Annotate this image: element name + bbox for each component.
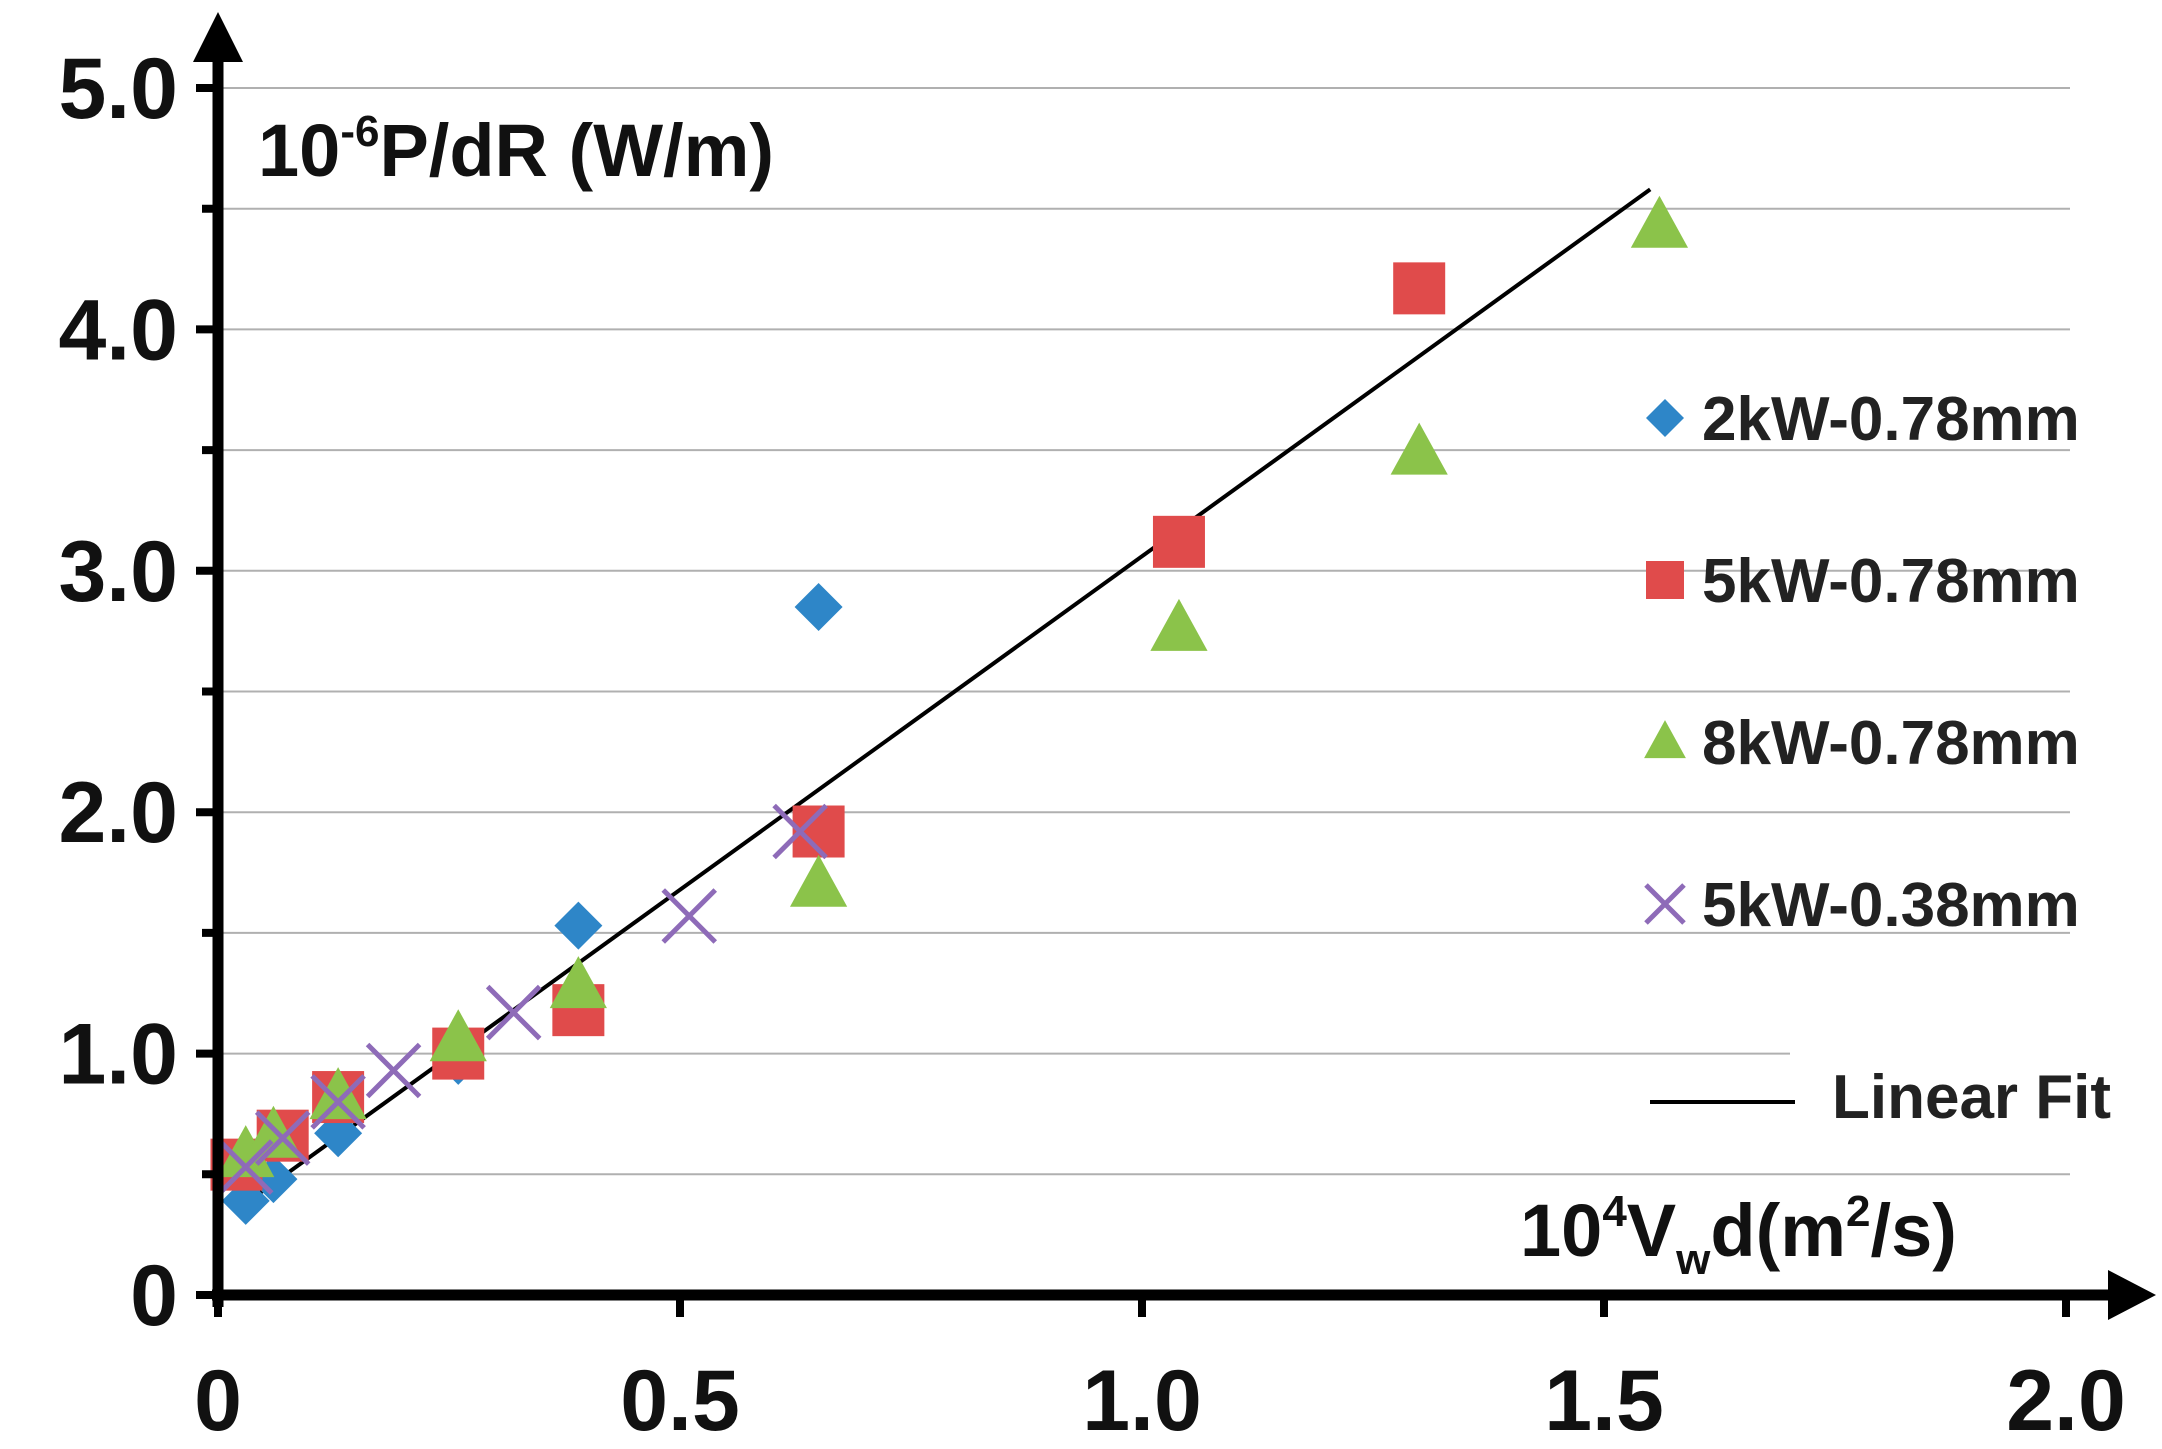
x-tick-label: 0 <box>194 1353 242 1449</box>
data-point-square <box>1152 515 1205 568</box>
gridlines <box>218 87 2070 1176</box>
data-point-x <box>661 888 718 944</box>
y-tick-label: 3.0 <box>58 524 178 620</box>
legend-label: 8kW-0.78mm <box>1702 709 2080 778</box>
data-point-x <box>310 1074 366 1130</box>
data-point-square <box>1646 561 1684 599</box>
data-markers <box>210 195 1689 1225</box>
x-tick-label: 0.5 <box>620 1353 740 1449</box>
legend-label: Linear Fit <box>1832 1063 2111 1132</box>
data-point-x <box>217 1139 274 1195</box>
y-tick-label: 1.0 <box>58 1007 178 1103</box>
data-point-triangle <box>1150 598 1208 651</box>
data-point-x <box>254 1110 311 1166</box>
y-tick-label: 2.0 <box>58 765 178 861</box>
x-tick-label: 1.5 <box>1544 1353 1664 1449</box>
tick-labels: 0 1.0 2.0 3.0 4.0 5.0 0 0.5 1.0 1.5 2.0 <box>58 41 2125 1449</box>
data-point-x <box>772 803 828 860</box>
data-point-triangle <box>1644 720 1686 759</box>
data-point-triangle <box>1390 422 1448 475</box>
data-point-square <box>1393 262 1446 315</box>
data-point-diamond <box>1646 399 1684 437</box>
data-point-triangle <box>309 1067 367 1120</box>
data-point-diamond <box>554 901 603 950</box>
y-tick-label: 5.0 <box>58 41 178 137</box>
data-point-x <box>485 984 542 1041</box>
legend: 2kW-0.78mm 5kW-0.78mm 8kW-0.78mm 5kW-0.38mm… <box>1644 385 2111 1132</box>
data-point-triangle <box>429 1009 487 1062</box>
legend-label: 5kW-0.38mm <box>1702 871 2080 940</box>
y-axis-title: 10-6P/dR (W/m) <box>258 107 774 192</box>
x-tick-label: 2.0 <box>2006 1353 2126 1449</box>
data-point-triangle <box>790 854 848 907</box>
data-point-diamond <box>794 583 843 632</box>
x-tick-label: 1.0 <box>1082 1353 1202 1449</box>
y-tick-label: 0 <box>130 1248 178 1344</box>
legend-label: 5kW-0.78mm <box>1702 547 2080 616</box>
axes <box>193 12 2156 1320</box>
data-point-triangle <box>549 956 607 1009</box>
y-tick-label: 4.0 <box>58 282 178 378</box>
data-point-triangle <box>1630 195 1689 248</box>
legend-label: 2kW-0.78mm <box>1702 385 2080 454</box>
data-point-x <box>1644 883 1686 925</box>
x-axis-title: 104Vwd(m2/s) <box>1520 1187 1957 1284</box>
x-axis-arrowhead <box>2108 1270 2156 1320</box>
y-axis-arrowhead <box>193 12 243 62</box>
data-point-x <box>365 1042 422 1099</box>
